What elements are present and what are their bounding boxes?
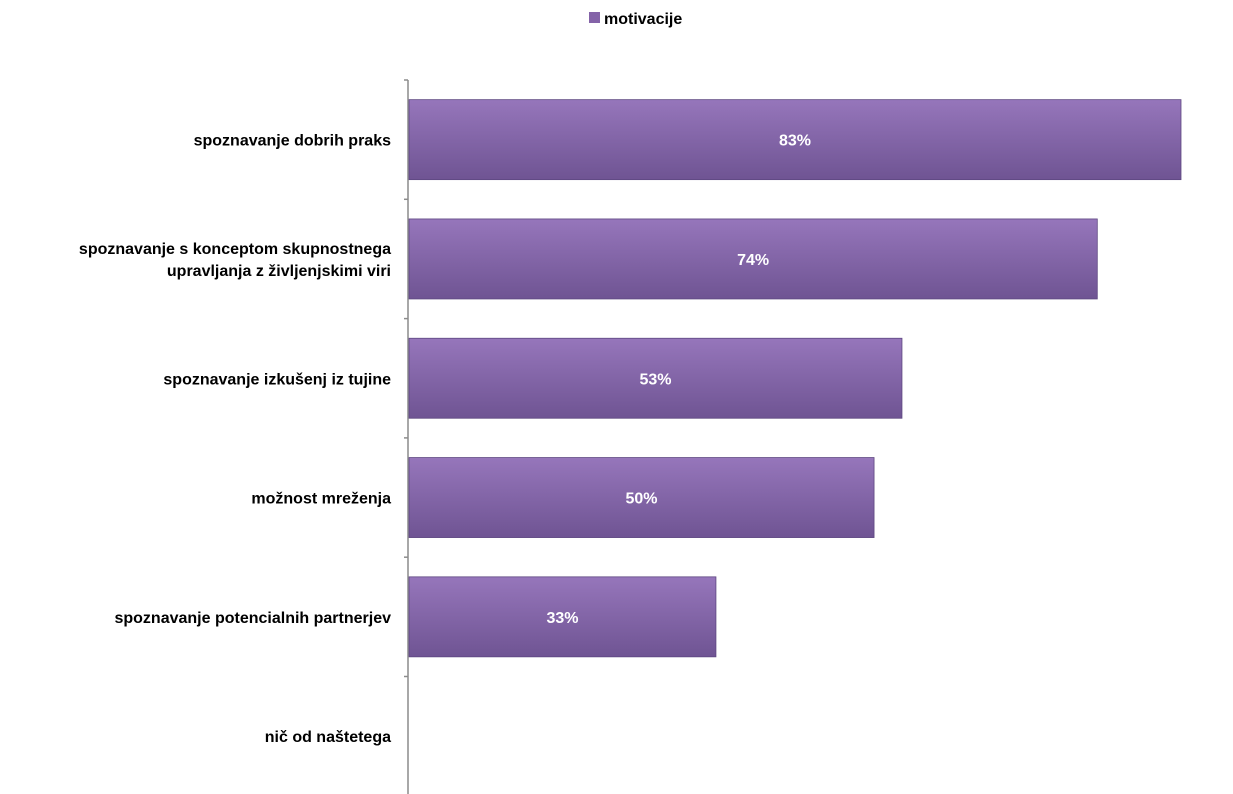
legend: motivacije (589, 11, 682, 28)
bars: 83% 74% 53% 50% 33% (408, 99, 1182, 658)
category-label: možnost mreženja (251, 491, 391, 508)
category-label: spoznavanje izkušenj iz tujine (163, 371, 391, 388)
bar-value-label: 53% (639, 371, 671, 388)
bar-value-label: 74% (737, 252, 769, 269)
category-label: spoznavanje dobrih praks (194, 133, 391, 150)
legend-label: motivacije (604, 11, 682, 28)
category-label: nič od naštetega (265, 729, 391, 746)
legend-swatch (589, 12, 600, 23)
category-labels: spoznavanje dobrih praks spoznavanje s ko… (79, 133, 391, 747)
bar (408, 576, 717, 658)
category-label: spoznavanje potencialnih partnerjev (114, 610, 391, 627)
bar (408, 337, 903, 419)
bar-value-label: 50% (626, 491, 658, 508)
bar (408, 218, 1098, 300)
bar-value-label: 33% (546, 610, 578, 627)
category-label: spoznavanje s konceptom skupnostnega (79, 241, 391, 258)
category-axis (404, 79, 409, 794)
bar (408, 457, 875, 538)
bar-value-label: 83% (779, 133, 811, 150)
category-label: upravljanja z življenjskimi viri (167, 263, 391, 280)
bar (408, 99, 1182, 181)
